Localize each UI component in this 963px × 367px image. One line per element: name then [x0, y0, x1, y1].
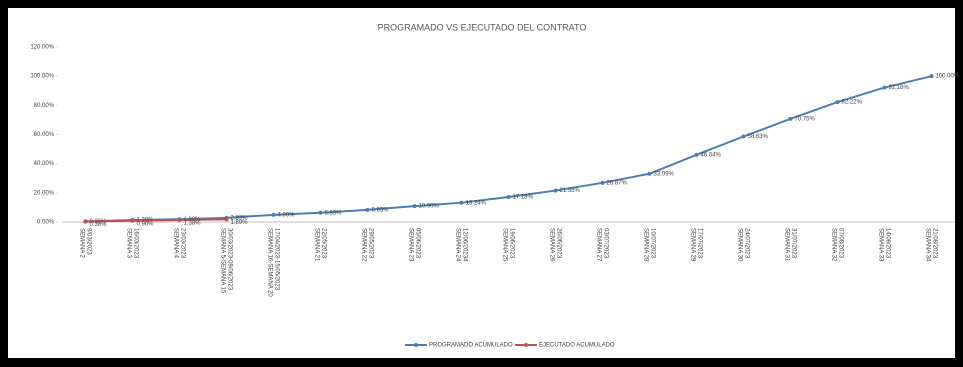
- data-point: [271, 212, 276, 217]
- x-tick-label: 07/08/2023: [837, 228, 843, 259]
- data-label: 26.87%: [607, 180, 628, 186]
- x-tick-label: 19/06/2023: [508, 228, 514, 259]
- x-tick-label: 31/07/2023: [790, 228, 796, 259]
- y-tick-label: 60.00%: [34, 132, 55, 138]
- x-tick-label: SEMANA 21: [313, 228, 319, 262]
- x-tick-label: 05/06/2023: [414, 228, 420, 259]
- chart-title: PROGRAMADO VS EJECUTADO DEL CONTRATO: [378, 22, 587, 32]
- data-label: 13.24%: [466, 200, 487, 206]
- legend-marker: [414, 343, 418, 347]
- x-tick-label: SEMANA 29: [689, 228, 695, 262]
- x-tick-label: 16/03/2023: [132, 228, 138, 259]
- x-tick-label: SEMANA 4: [172, 228, 178, 259]
- x-tick-label: 03/07/2023: [602, 228, 608, 259]
- y-tick-label: 120.00%: [30, 45, 54, 51]
- x-tick-label: SEMANA 27: [595, 228, 601, 262]
- data-point: [882, 85, 887, 90]
- x-tick-label: 29/05/2023: [367, 228, 373, 259]
- data-point: [224, 217, 229, 222]
- data-point: [365, 207, 370, 212]
- x-tick-label: 12/06/20234: [461, 228, 467, 262]
- data-label: 10.90%: [419, 204, 440, 210]
- data-label: 33.09%: [654, 171, 675, 177]
- y-tick-label: 100.00%: [30, 74, 54, 80]
- x-tick-label: 17/07/2023: [696, 228, 702, 259]
- data-label: 6.33%: [325, 210, 343, 216]
- data-point: [929, 74, 934, 79]
- data-label: 17.18%: [513, 195, 534, 201]
- x-tick-label: SEMANA 28: [642, 228, 648, 262]
- data-label: 2.83%: [231, 215, 249, 221]
- x-tick-label: SEMANA 5-SEMANA 15: [219, 228, 225, 294]
- data-label: 4.90%: [278, 212, 296, 218]
- y-tick-label: 0.00%: [37, 220, 55, 226]
- chart-panel: [8, 8, 955, 358]
- x-tick-label: 26/06/2023: [555, 228, 561, 259]
- x-tick-label: SEMANA 30: [736, 228, 742, 262]
- y-tick-label: 80.00%: [34, 103, 55, 109]
- x-tick-label: SEMANA 34: [924, 228, 930, 262]
- data-point: [506, 194, 511, 199]
- x-tick-label: SEMANA 3: [125, 228, 131, 259]
- x-tick-label: 30/03/2023-08/06/2023: [226, 228, 232, 291]
- x-tick-label: SEMANA 26: [548, 228, 554, 262]
- data-point: [694, 152, 699, 157]
- x-tick-label: SEMANA 31: [783, 228, 789, 262]
- data-point: [83, 219, 88, 224]
- x-tick-label: SEMANA 33: [877, 228, 883, 262]
- x-tick-label: 24/07/2023: [743, 228, 749, 259]
- x-tick-label: 14/08/2023: [884, 228, 890, 259]
- data-label: 8.35%: [372, 207, 390, 213]
- x-tick-label: 22/05/2023: [320, 228, 326, 259]
- x-tick-label: SEMANA 16-SEMANA 20: [266, 228, 272, 297]
- data-label: 21.55%: [560, 188, 581, 194]
- data-label: 82.22%: [842, 100, 863, 106]
- y-tick-label: 20.00%: [34, 190, 55, 196]
- data-point: [177, 217, 182, 222]
- data-label: 100.00%: [936, 74, 960, 80]
- data-point: [835, 100, 840, 105]
- data-point: [788, 116, 793, 121]
- x-tick-label: SEMANA 24: [454, 228, 460, 262]
- data-point: [600, 180, 605, 185]
- data-point: [412, 204, 417, 209]
- legend-label: PROGRAMADO ACUMULADO: [429, 343, 513, 349]
- x-tick-label: SEMANA 22: [360, 228, 366, 262]
- x-tick-label: 10/07/2023: [649, 228, 655, 259]
- data-point: [553, 188, 558, 193]
- x-tick-label: 17/04/2023-15/05/2023: [273, 228, 279, 291]
- y-tick-label: 40.00%: [34, 161, 55, 167]
- x-tick-label: 21/08/2023: [931, 228, 937, 259]
- x-tick-label: SEMANA 32: [830, 228, 836, 262]
- data-point: [459, 200, 464, 205]
- x-tick-label: SEMANA 2: [78, 228, 84, 259]
- legend-marker: [524, 343, 528, 347]
- data-label: 46.04%: [701, 152, 722, 158]
- series-line: [85, 218, 227, 223]
- data-point: [741, 134, 746, 139]
- data-label: 58.63%: [748, 134, 769, 140]
- x-tick-label: 9/03/2023: [85, 228, 91, 255]
- data-label: 92.18%: [889, 85, 910, 91]
- data-label: 0.36%: [90, 222, 108, 228]
- data-point: [318, 210, 323, 215]
- x-tick-label: 23/03/2023: [179, 228, 185, 259]
- x-tick-label: SEMANA 25: [501, 228, 507, 262]
- data-label: 1.89%: [231, 220, 249, 226]
- data-label: 1.38%: [184, 221, 202, 227]
- data-point: [130, 218, 135, 223]
- data-label: 70.75%: [795, 116, 816, 122]
- x-tick-label: SEMANA 23: [407, 228, 413, 262]
- legend-label: EJECUTADO ACUMULADO: [539, 343, 615, 349]
- data-label: 0.90%: [137, 221, 155, 227]
- data-point: [647, 171, 652, 176]
